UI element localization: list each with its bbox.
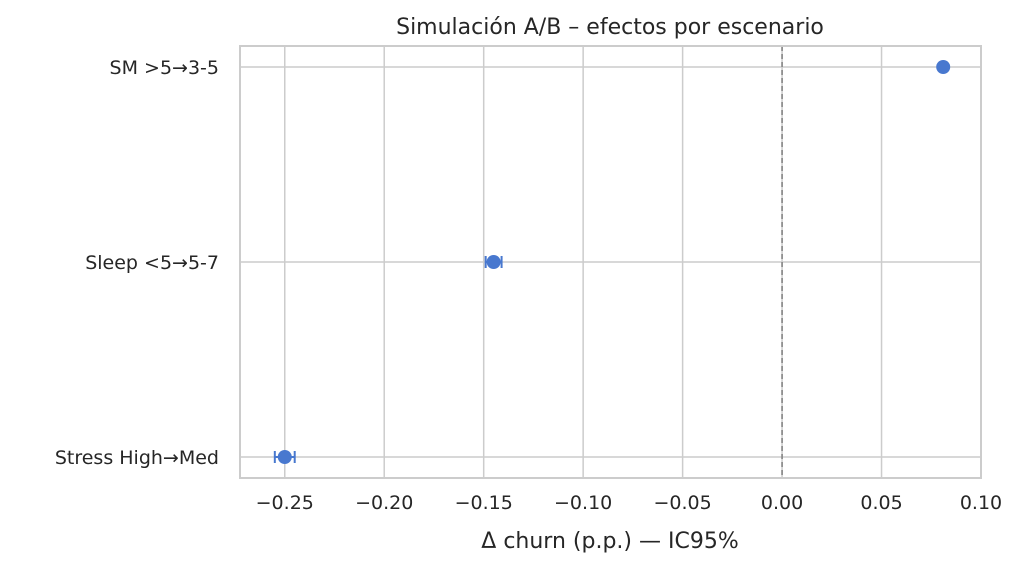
x-tick-labels: −0.25 −0.20 −0.15 −0.10 −0.05 0.00 0.05 0.10 — [256, 492, 1003, 514]
x-axis-label: Δ churn (p.p.) — IC95% — [481, 529, 738, 554]
y-tick-label: SM >5→3-5 — [110, 57, 219, 79]
grid — [240, 46, 982, 478]
x-tick-label: −0.15 — [455, 492, 513, 514]
data-point — [936, 60, 951, 74]
x-tick-label: 0.00 — [761, 492, 803, 514]
y-tick-labels: SM >5→3-5 Sleep <5→5-7 Stress High→Med — [55, 57, 219, 469]
x-tick-label: −0.25 — [256, 492, 314, 514]
data-points — [277, 60, 951, 464]
x-tick-label: 0.05 — [860, 492, 902, 514]
data-point — [486, 255, 501, 269]
data-point — [277, 450, 292, 464]
x-tick-label: −0.10 — [554, 492, 612, 514]
chart-title: Simulación A/B – efectos por escenario — [396, 15, 824, 40]
x-tick-label: −0.05 — [653, 492, 711, 514]
y-tick-label: Sleep <5→5-7 — [85, 252, 219, 274]
x-tick-label: 0.10 — [960, 492, 1002, 514]
y-tick-label: Stress High→Med — [55, 447, 219, 469]
x-tick-label: −0.20 — [355, 492, 413, 514]
plot-frame — [239, 45, 982, 479]
